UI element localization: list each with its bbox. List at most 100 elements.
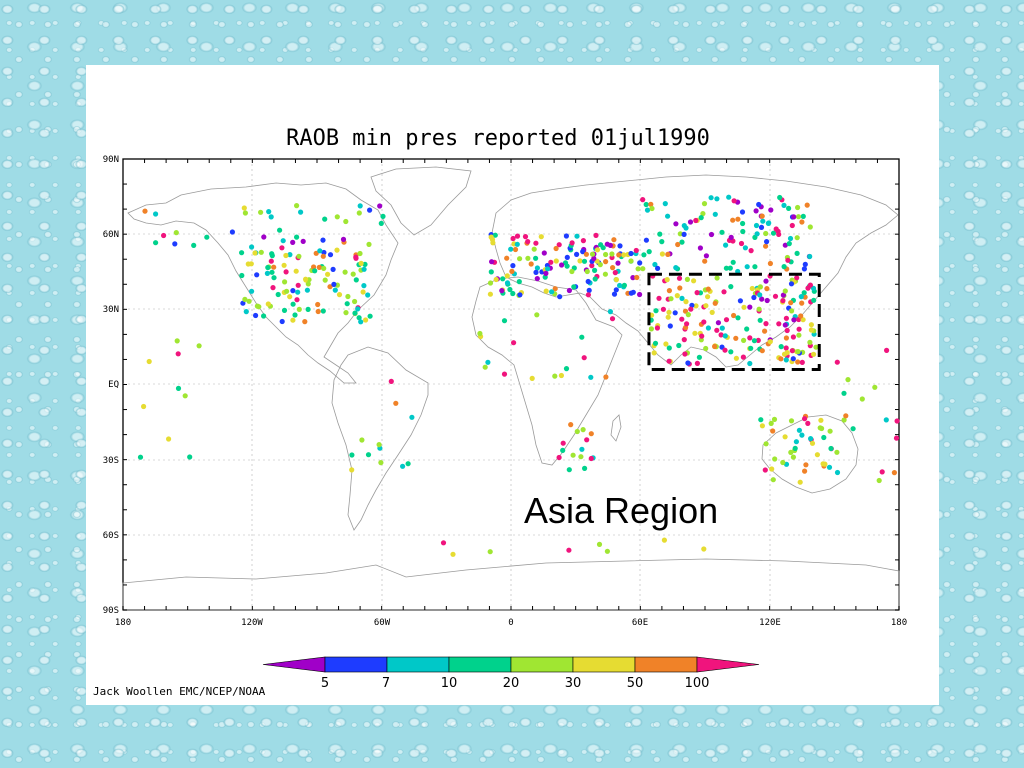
station-dot <box>621 252 627 258</box>
graticule <box>123 159 899 610</box>
station-dot <box>819 425 825 432</box>
station-dot <box>320 237 326 243</box>
lat-label-60n: 60N <box>103 230 119 240</box>
station-dot <box>714 327 720 333</box>
station-dot <box>640 197 646 203</box>
station-dot <box>589 263 595 269</box>
station-dot <box>772 293 779 299</box>
station-dot <box>592 267 598 273</box>
station-dot <box>349 452 355 458</box>
station-dot <box>673 265 679 271</box>
lat-label-90s: 90S <box>103 606 119 616</box>
station-dot <box>264 270 270 276</box>
station-dot <box>876 477 882 484</box>
station-dot <box>566 467 572 473</box>
station-dot <box>894 418 900 424</box>
station-dot <box>270 285 276 291</box>
station-dot <box>358 260 364 266</box>
station-dot <box>603 374 609 380</box>
station-dot <box>585 292 591 298</box>
station-dot <box>821 434 827 441</box>
station-dot <box>703 253 710 259</box>
asia-region-box <box>647 272 821 371</box>
station-dot <box>683 225 689 231</box>
station-dot <box>268 214 274 220</box>
station-dot <box>343 218 349 225</box>
station-dot <box>789 222 795 229</box>
station-dot <box>780 292 787 298</box>
slide-card: RAOB min pres reported 01jul1990 <box>86 65 939 705</box>
station-dot <box>556 242 562 248</box>
station-dot <box>488 269 494 275</box>
station-dot <box>731 198 737 204</box>
lat-label-eq: EQ <box>108 380 119 390</box>
station-dot <box>175 385 182 391</box>
station-dot <box>514 241 520 247</box>
station-dot <box>569 240 575 246</box>
station-dot <box>656 295 662 301</box>
station-dot <box>662 201 668 207</box>
colorbar-segment <box>510 656 574 673</box>
station-dot <box>781 351 788 357</box>
station-dot <box>242 210 248 216</box>
station-dot <box>759 213 765 219</box>
station-dot <box>763 243 769 249</box>
station-dot <box>405 461 411 467</box>
station-dot <box>834 359 840 365</box>
station-dot <box>763 321 769 327</box>
station-dot <box>362 261 368 267</box>
station-dot <box>730 259 736 265</box>
station-dot <box>786 205 792 211</box>
station-dot <box>703 345 709 352</box>
station-dot <box>783 357 789 363</box>
station-dot <box>712 343 718 350</box>
station-dot <box>574 251 580 257</box>
station-dot <box>504 273 510 279</box>
station-dot <box>759 296 765 302</box>
station-dot <box>661 537 668 543</box>
station-dot <box>652 340 659 346</box>
station-dot <box>296 306 302 312</box>
station-dot <box>331 281 337 287</box>
station-dot <box>684 321 690 327</box>
station-dot <box>613 277 620 283</box>
colorbar-segment <box>634 656 698 673</box>
station-dot <box>440 540 447 546</box>
station-dot <box>768 420 774 426</box>
station-dot <box>504 255 510 261</box>
station-dot <box>692 330 698 336</box>
station-dot <box>756 201 762 208</box>
station-dot <box>793 439 800 445</box>
station-dot <box>697 245 704 251</box>
station-dot <box>292 312 298 318</box>
station-dot <box>320 308 326 314</box>
station-dot <box>762 467 768 473</box>
station-dot <box>755 337 761 343</box>
station-dot <box>719 229 725 235</box>
station-dot <box>770 477 776 483</box>
station-dot <box>508 246 514 252</box>
station-dot <box>791 214 797 220</box>
station-dot <box>607 242 614 248</box>
station-dot <box>728 234 734 240</box>
station-dot <box>681 231 687 237</box>
station-dot <box>604 548 611 554</box>
station-dot <box>258 249 264 255</box>
station-dot <box>564 254 570 260</box>
colorbar-segment <box>386 656 450 673</box>
station-dot <box>677 285 683 291</box>
station-dot <box>728 284 734 290</box>
station-dot <box>778 356 784 362</box>
station-dot <box>294 203 300 209</box>
station-dot <box>553 258 559 264</box>
station-dot <box>249 244 255 250</box>
station-dot <box>517 292 523 298</box>
station-dot <box>891 470 898 476</box>
station-dot <box>694 290 700 296</box>
station-dot <box>648 201 654 207</box>
station-dot <box>648 326 655 332</box>
station-dot <box>807 339 813 345</box>
station-dot <box>834 449 840 455</box>
station-dot <box>380 213 386 219</box>
station-dot <box>657 231 663 237</box>
